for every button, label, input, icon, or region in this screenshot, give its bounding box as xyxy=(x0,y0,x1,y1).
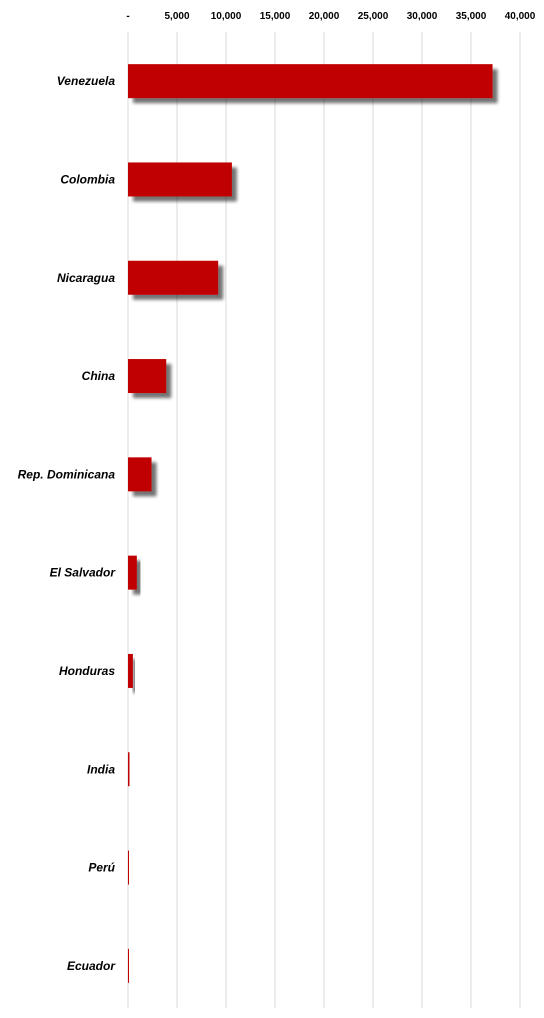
category-label-nicaragua: Nicaragua xyxy=(57,271,115,285)
category-label-peru: Perú xyxy=(88,861,115,875)
category-label-el-salvador: El Salvador xyxy=(50,566,117,580)
category-label-china: China xyxy=(82,369,116,383)
x-tick-label: 5,000 xyxy=(164,11,189,22)
category-label-rep-dominicana: Rep. Dominicana xyxy=(18,467,116,481)
category-label-colombia: Colombia xyxy=(60,172,115,186)
x-tick-label: 25,000 xyxy=(358,11,389,22)
bars xyxy=(128,64,493,983)
bar-colombia xyxy=(128,162,232,197)
bar-rep-dominicana xyxy=(128,457,152,492)
x-axis-ticks: - 5,000 10,000 15,000 20,000 25,000 30,000 35,0… xyxy=(126,11,535,22)
bar-nicaragua xyxy=(128,260,219,295)
bar-honduras xyxy=(128,653,133,688)
x-tick-label: 30,000 xyxy=(407,11,438,22)
bar-peru xyxy=(128,850,129,885)
x-tick-label: 10,000 xyxy=(211,11,242,22)
bar-ecuador xyxy=(128,948,129,983)
category-label-honduras: Honduras xyxy=(59,664,115,678)
x-tick-label: - xyxy=(126,11,129,22)
category-label-india: India xyxy=(87,762,115,776)
category-label-venezuela: Venezuela xyxy=(57,74,116,88)
x-tick-label: 15,000 xyxy=(260,11,291,22)
bar-venezuela xyxy=(128,64,493,99)
bar-el-salvador xyxy=(128,555,137,590)
category-labels: Venezuela Colombia Nicaragua China Rep. Domi… xyxy=(18,74,117,973)
x-tick-label: 35,000 xyxy=(456,11,487,22)
bar-china xyxy=(128,359,167,394)
category-label-ecuador: Ecuador xyxy=(67,959,116,973)
x-tick-label: 20,000 xyxy=(309,11,340,22)
x-tick-label: 40,000 xyxy=(505,11,536,22)
bar-india xyxy=(128,752,130,787)
